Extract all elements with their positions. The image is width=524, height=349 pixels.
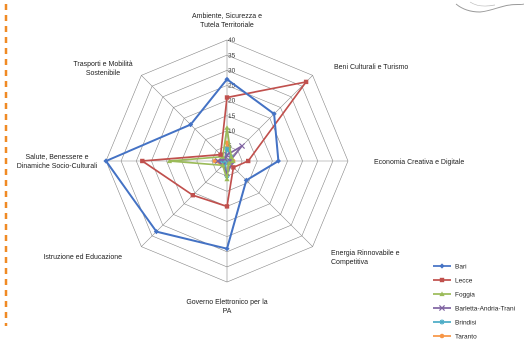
legend-entry: Lecce	[433, 277, 473, 284]
grid-spoke	[226, 160, 313, 247]
category-label: Beni Culturali e Turismo	[334, 64, 408, 71]
data-point	[230, 158, 236, 164]
data-point	[224, 95, 230, 100]
data-point	[103, 158, 109, 164]
legend-label: Foggia	[455, 291, 475, 298]
data-point	[226, 160, 232, 166]
corner-map-fragment	[455, 3, 524, 13]
data-point	[224, 204, 230, 209]
data-point	[224, 76, 230, 82]
legend-swatch-marker	[439, 291, 445, 297]
legend-label: Lecce	[455, 277, 473, 284]
series-foggia	[166, 125, 236, 182]
legend-swatch-marker	[439, 263, 445, 269]
legend-swatch-marker	[439, 319, 445, 325]
tick-label: 30	[228, 68, 236, 75]
legend-label: Bari	[455, 263, 467, 270]
series-bari	[103, 76, 281, 252]
data-point	[275, 158, 281, 164]
legend-entry: Brindisi	[433, 319, 476, 326]
category-label: Energia Rinnovabile e Competitiva	[331, 250, 400, 266]
data-point	[224, 246, 230, 252]
category-label: Istruzione ed Educazione	[43, 254, 122, 261]
tick-label: 40	[228, 37, 236, 44]
data-point	[188, 122, 194, 128]
data-point	[224, 146, 230, 152]
data-point	[190, 193, 195, 198]
legend-entry: Taranto	[433, 333, 477, 340]
series-lecce	[140, 79, 309, 209]
legend-entry: Foggia	[433, 291, 475, 298]
category-label: Salute, Benessere e Dinamiche Socio-Cultu…	[17, 154, 98, 170]
data-point	[220, 162, 226, 168]
data-point	[223, 151, 231, 158]
legend-label: Taranto	[455, 333, 477, 340]
tick-label: 20	[228, 98, 236, 105]
category-labels: Ambiente, Sicurezza e Tutela Territoriale…	[17, 13, 465, 315]
data-point	[166, 158, 173, 164]
data-point	[246, 158, 251, 164]
data-point	[224, 176, 230, 182]
legend-swatch-marker	[439, 333, 445, 339]
tick-label: 35	[228, 52, 236, 59]
data-point	[140, 158, 145, 164]
category-label: Trasporti e Mobilità Sostenibile	[73, 61, 132, 77]
data-point	[238, 142, 246, 150]
data-point	[214, 157, 221, 165]
legend-entry: Bari	[433, 263, 467, 270]
tick-label: 25	[228, 83, 236, 90]
category-label: Ambiente, Sicurezza e Tutela Territoriale	[192, 13, 262, 29]
legend-swatch-marker	[439, 277, 445, 283]
data-point	[303, 79, 309, 85]
tick-label: 10	[228, 128, 236, 135]
grid-spoke	[141, 75, 228, 162]
data-point	[228, 154, 234, 159]
data-point	[224, 140, 230, 146]
legend-label: Brindisi	[455, 319, 476, 326]
data-point	[218, 152, 223, 157]
data-series	[103, 76, 309, 252]
legend: Bari Lecce Foggia Barletta-Andria-Trani Brin…	[433, 263, 515, 340]
corner-map-fragment-2	[469, 1, 496, 7]
data-point	[224, 125, 230, 130]
category-label: Governo Elettronico per la PA	[186, 299, 267, 315]
data-point	[218, 158, 224, 164]
data-point	[243, 177, 249, 183]
tick-label: 15	[228, 113, 236, 120]
category-label: Economia Creativa e Digitale	[374, 159, 464, 166]
legend-label: Barletta-Andria-Trani	[455, 305, 515, 312]
data-point	[153, 229, 159, 235]
data-point	[231, 165, 236, 170]
data-point	[271, 111, 277, 117]
legend-swatch-marker	[438, 304, 446, 312]
legend-entry: Barletta-Andria-Trani	[433, 304, 515, 312]
